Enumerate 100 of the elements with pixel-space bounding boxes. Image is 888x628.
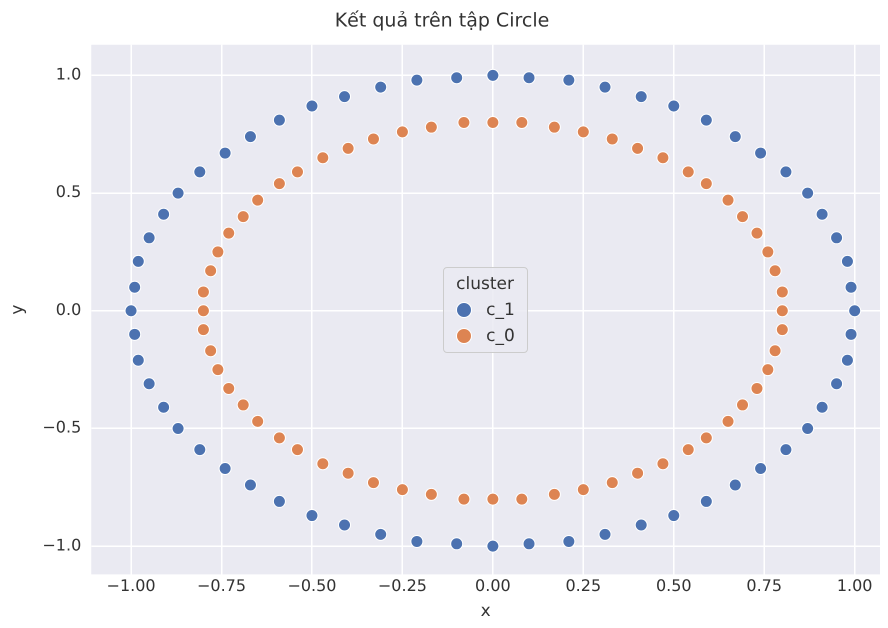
point xyxy=(667,100,680,112)
point xyxy=(761,245,774,258)
point xyxy=(728,130,742,144)
point xyxy=(486,540,500,553)
point xyxy=(722,194,735,207)
point xyxy=(251,414,264,428)
point xyxy=(634,518,648,532)
point xyxy=(515,492,528,506)
point xyxy=(211,245,224,258)
point xyxy=(374,528,388,541)
point xyxy=(631,142,644,155)
point xyxy=(236,210,250,224)
point xyxy=(606,132,619,146)
point xyxy=(366,476,380,490)
point xyxy=(132,354,145,367)
point xyxy=(211,363,224,376)
x-tick-label: −1.00 xyxy=(106,576,156,596)
point xyxy=(736,210,750,224)
point xyxy=(236,398,250,412)
point xyxy=(424,120,438,134)
point xyxy=(750,226,764,240)
point xyxy=(457,492,470,506)
point xyxy=(272,177,286,190)
point xyxy=(204,264,218,278)
point xyxy=(342,142,355,155)
point xyxy=(522,537,536,550)
point xyxy=(218,146,232,160)
point xyxy=(656,151,670,164)
point xyxy=(548,488,561,501)
x-tick-label: 1.00 xyxy=(836,576,872,596)
point xyxy=(305,509,318,522)
point xyxy=(682,443,695,456)
point xyxy=(290,443,304,456)
point xyxy=(667,509,680,522)
point xyxy=(366,132,380,146)
point xyxy=(844,280,858,294)
point xyxy=(548,120,561,134)
point xyxy=(193,165,206,178)
y-tick-label: −0.5 xyxy=(42,418,82,437)
chart-title: Kết quả trên tập Circle xyxy=(334,9,550,32)
point xyxy=(598,80,612,94)
point xyxy=(761,363,774,376)
legend-title: cluster xyxy=(456,274,515,294)
point xyxy=(396,483,409,496)
legend-label: c_1 xyxy=(486,300,515,320)
point xyxy=(157,400,170,414)
point xyxy=(290,165,304,178)
point xyxy=(816,208,829,221)
point xyxy=(779,443,792,456)
point xyxy=(606,476,619,490)
point xyxy=(244,478,257,492)
point xyxy=(342,466,355,480)
point xyxy=(374,80,388,94)
point xyxy=(457,116,470,129)
point xyxy=(272,431,286,444)
point xyxy=(142,231,156,244)
point xyxy=(754,146,768,160)
point xyxy=(844,328,858,341)
x-tick-label: 0.50 xyxy=(656,576,692,596)
point xyxy=(728,478,742,492)
point xyxy=(222,382,236,395)
x-tick-label: 0.00 xyxy=(475,576,511,596)
point xyxy=(830,231,844,244)
point xyxy=(700,431,713,444)
point xyxy=(128,328,142,341)
x-axis-title: x xyxy=(480,601,491,622)
point xyxy=(222,226,236,240)
point xyxy=(598,528,612,541)
point xyxy=(196,285,210,298)
point xyxy=(634,90,648,104)
point xyxy=(816,400,829,414)
point xyxy=(830,377,844,390)
point xyxy=(124,304,138,318)
point xyxy=(251,194,264,207)
point xyxy=(128,280,142,294)
point xyxy=(776,304,789,318)
point xyxy=(424,488,438,501)
point xyxy=(316,457,330,470)
point xyxy=(700,494,713,508)
point xyxy=(700,177,713,190)
point xyxy=(486,116,500,129)
point xyxy=(562,74,576,87)
point xyxy=(840,354,854,367)
point xyxy=(305,100,318,112)
point xyxy=(631,466,644,480)
point xyxy=(515,116,528,129)
point xyxy=(196,323,210,336)
y-axis-title: y xyxy=(8,304,28,315)
point xyxy=(801,422,814,435)
point xyxy=(132,254,145,268)
point xyxy=(754,462,768,475)
point xyxy=(700,114,713,127)
point xyxy=(801,186,814,200)
point xyxy=(244,130,257,144)
y-tick-label: 1.0 xyxy=(56,64,82,84)
point xyxy=(316,151,330,164)
x-tick-label: −0.75 xyxy=(196,576,246,596)
point xyxy=(410,74,424,87)
point xyxy=(142,377,156,390)
point xyxy=(722,414,735,428)
